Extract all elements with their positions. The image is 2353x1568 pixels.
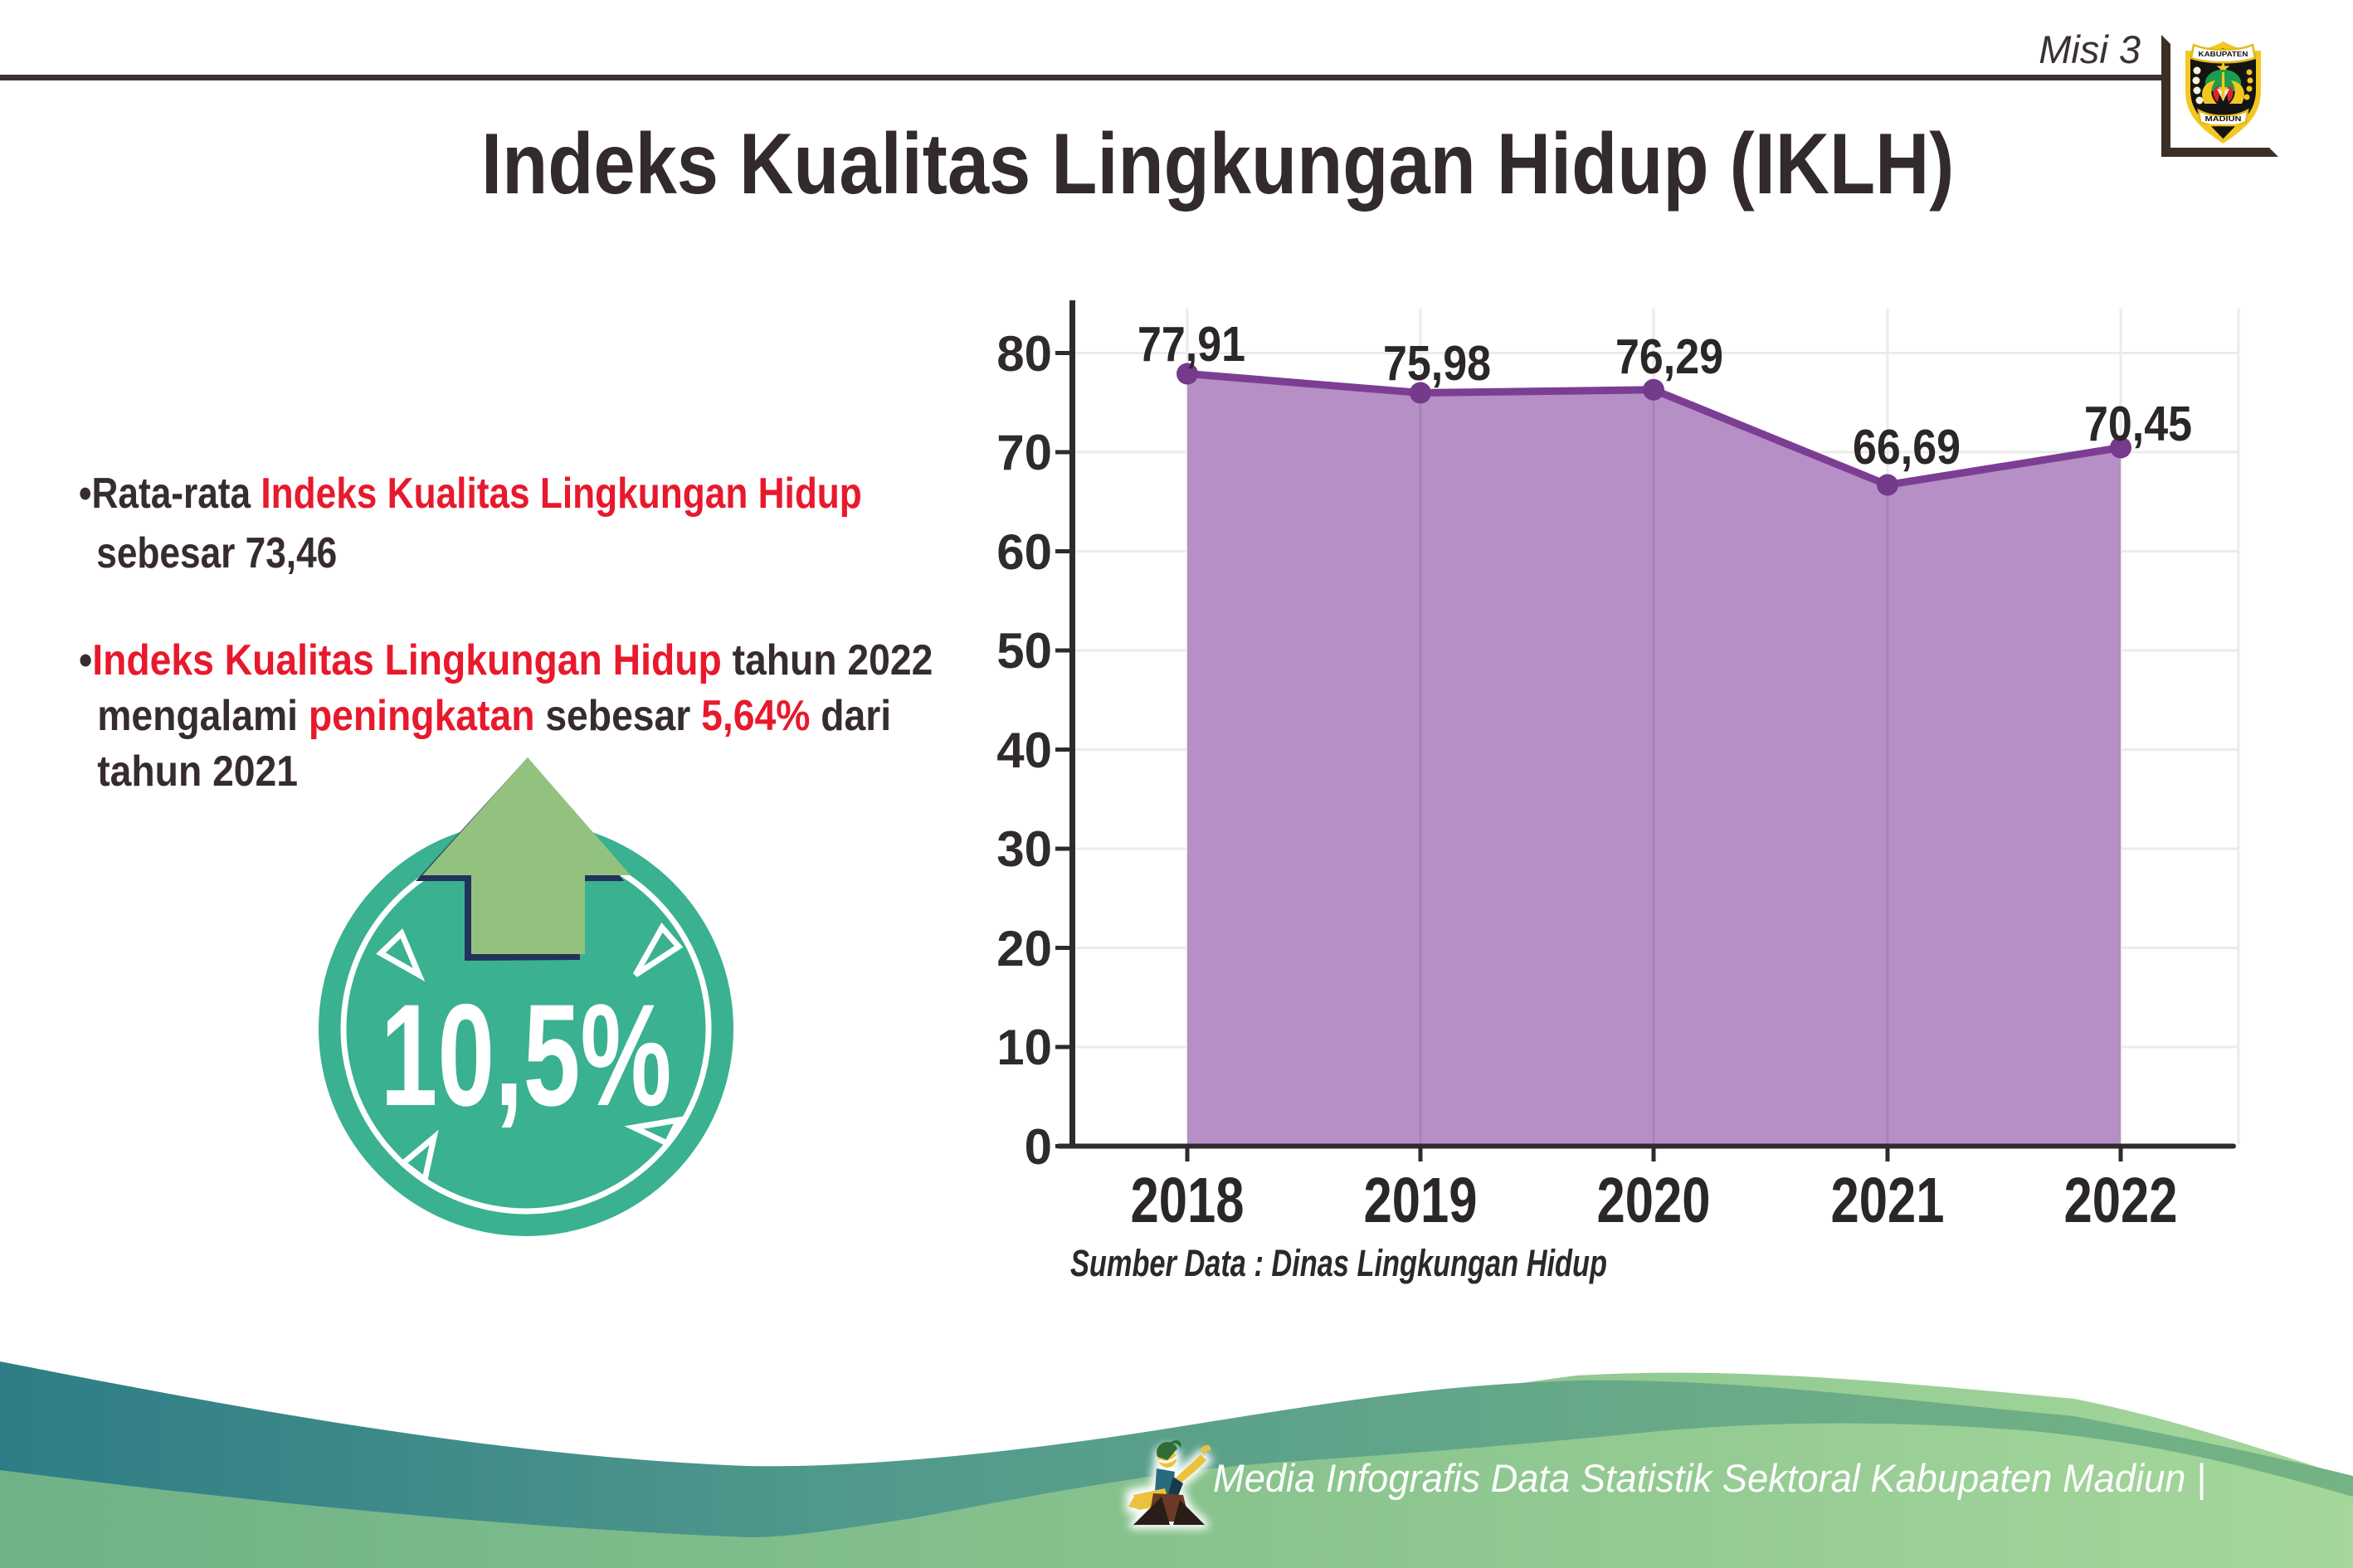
svg-text:2018: 2018 (1131, 1165, 1245, 1236)
svg-text:66,69: 66,69 (1853, 420, 1961, 475)
svg-text:KABUPATEN: KABUPATEN (2199, 50, 2248, 58)
svg-text:70,45: 70,45 (2084, 397, 2192, 451)
svg-text:50: 50 (996, 623, 1052, 679)
svg-text:40: 40 (996, 723, 1052, 778)
svg-text:2022: 2022 (2064, 1165, 2178, 1236)
svg-text:10: 10 (996, 1020, 1052, 1075)
svg-text:MADIUN: MADIUN (2205, 115, 2242, 123)
svg-text:2021: 2021 (1831, 1165, 1945, 1236)
svg-text:70: 70 (996, 425, 1052, 480)
svg-text:75,98: 75,98 (1383, 336, 1491, 391)
svg-text:80: 80 (996, 326, 1052, 382)
svg-text:30: 30 (996, 821, 1052, 877)
svg-text:77,91: 77,91 (1138, 317, 1245, 372)
svg-text:2020: 2020 (1597, 1165, 1711, 1236)
svg-text:20: 20 (996, 921, 1052, 976)
svg-text:2019: 2019 (1364, 1165, 1478, 1236)
svg-text:76,29: 76,29 (1615, 329, 1723, 384)
svg-text:10,5%: 10,5% (381, 975, 672, 1137)
svg-text:0: 0 (1025, 1119, 1052, 1175)
svg-text:Sumber Data : Dinas Lingkungan: Sumber Data : Dinas Lingkungan Hidup (1070, 1242, 1607, 1284)
svg-text:60: 60 (996, 524, 1052, 580)
